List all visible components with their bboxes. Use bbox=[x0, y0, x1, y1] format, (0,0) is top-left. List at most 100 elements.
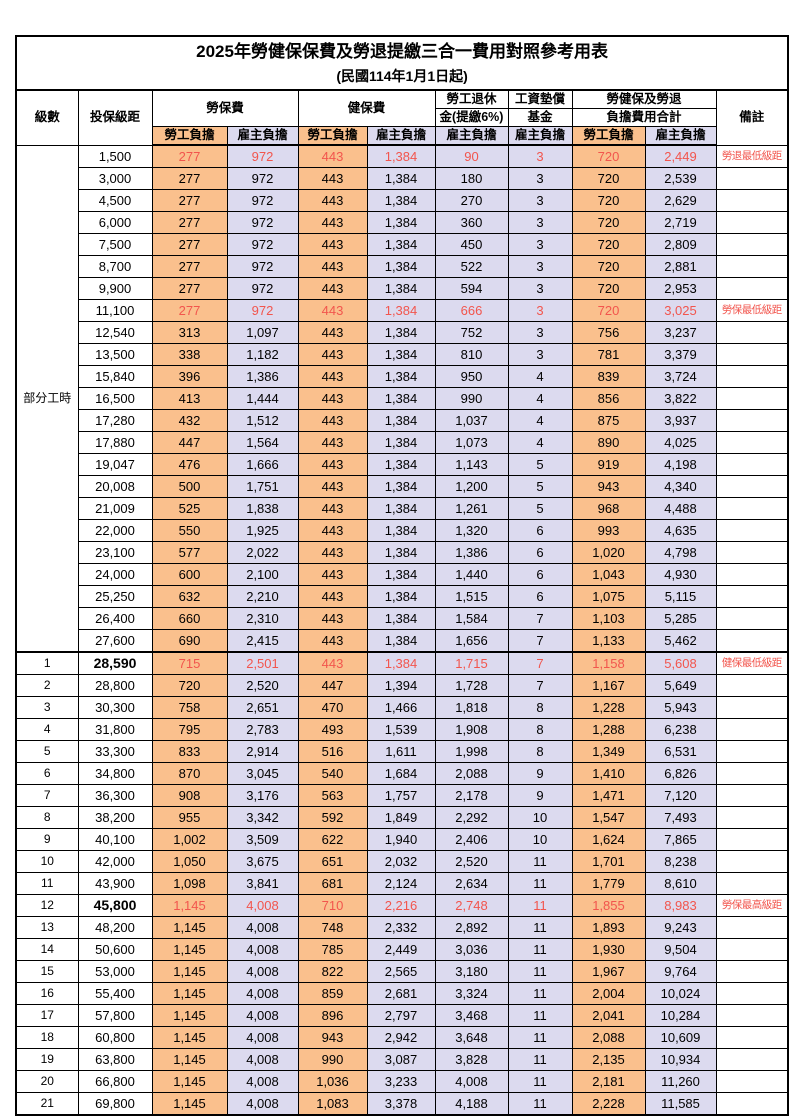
fee-cell: 1,145 bbox=[151, 960, 228, 983]
fee-cell: 7 bbox=[507, 607, 573, 630]
remark-cell bbox=[715, 960, 789, 983]
table-row: 20 66,800 1,145 4,008 1,036 3,233 4,008 11 2,181… bbox=[15, 1070, 789, 1093]
remark-cell bbox=[715, 872, 789, 895]
level-cell: 6 bbox=[15, 762, 79, 785]
remark-cell bbox=[715, 277, 789, 300]
fee-cell: 577 bbox=[151, 541, 228, 564]
bracket-cell: 19,047 bbox=[77, 453, 153, 476]
fee-cell: 4,008 bbox=[226, 1004, 299, 1027]
fee-cell: 875 bbox=[571, 409, 646, 432]
fee-cell: 5,649 bbox=[644, 674, 717, 697]
fee-cell: 3,342 bbox=[226, 806, 299, 829]
level-cell: 8 bbox=[15, 806, 79, 829]
fee-cell: 1,656 bbox=[434, 629, 509, 653]
fee-cell: 447 bbox=[297, 674, 368, 697]
fee-cell: 540 bbox=[297, 762, 368, 785]
fee-cell: 4 bbox=[507, 387, 573, 410]
header-wage-fund-employer: 雇主負擔 bbox=[507, 126, 573, 146]
fee-cell: 11,585 bbox=[644, 1092, 717, 1116]
fee-cell: 277 bbox=[151, 233, 228, 256]
title-cell: 2025年勞健保保費及勞退提繳三合一費用對照參考用表 (民國114年1月1日起) bbox=[15, 35, 789, 91]
table-row: 7 36,300 908 3,176 563 1,757 2,178 9 1,471 7,120 bbox=[15, 784, 789, 807]
fee-cell: 2,651 bbox=[226, 696, 299, 719]
fee-cell: 8 bbox=[507, 696, 573, 719]
fee-cell: 1,384 bbox=[366, 519, 436, 542]
fee-cell: 1,145 bbox=[151, 1070, 228, 1093]
fee-cell: 972 bbox=[226, 167, 299, 190]
table-row: 7,500 277 972 443 1,384 450 3 720 2,809 bbox=[16, 233, 789, 256]
fee-cell: 4,008 bbox=[226, 894, 299, 917]
remark-cell bbox=[715, 365, 789, 388]
fee-cell: 1,036 bbox=[297, 1070, 368, 1093]
remark-cell bbox=[715, 762, 789, 785]
fee-cell: 3,324 bbox=[434, 982, 509, 1005]
bracket-cell: 34,800 bbox=[77, 762, 153, 785]
fee-cell: 4 bbox=[507, 365, 573, 388]
bracket-cell: 66,800 bbox=[77, 1070, 153, 1093]
fee-cell: 10,284 bbox=[644, 1004, 717, 1027]
table-row: 11 43,900 1,098 3,841 681 2,124 2,634 11 1,779 8,… bbox=[15, 872, 789, 895]
header-row-1: 級數 投保級距 勞保費 健保費 勞工退休 工資墊償 勞健保及勞退 備註 bbox=[15, 89, 789, 146]
fee-cell: 856 bbox=[571, 387, 646, 410]
fee-cell: 1,818 bbox=[434, 696, 509, 719]
bracket-cell: 31,800 bbox=[77, 718, 153, 741]
fee-cell: 1,384 bbox=[366, 365, 436, 388]
fee-cell: 2,719 bbox=[644, 211, 717, 234]
fee-cell: 443 bbox=[297, 387, 368, 410]
fee-cell: 2,809 bbox=[644, 233, 717, 256]
fee-cell: 11 bbox=[507, 960, 573, 983]
fee-cell: 1,757 bbox=[366, 784, 436, 807]
fee-cell: 2,539 bbox=[644, 167, 717, 190]
fee-cell: 3,378 bbox=[366, 1092, 436, 1116]
sheet: 2025年勞健保保費及勞退提繳三合一費用對照參考用表 (民國114年1月1日起)… bbox=[15, 35, 790, 1116]
bracket-cell: 57,800 bbox=[77, 1004, 153, 1027]
remark-cell bbox=[715, 828, 789, 851]
fee-cell: 1,043 bbox=[571, 563, 646, 586]
fee-cell: 450 bbox=[434, 233, 509, 256]
bracket-cell: 69,800 bbox=[77, 1092, 153, 1116]
fee-cell: 180 bbox=[434, 167, 509, 190]
fee-cell: 11 bbox=[507, 938, 573, 961]
fee-cell: 622 bbox=[297, 828, 368, 851]
bracket-cell: 55,400 bbox=[77, 982, 153, 1005]
fee-cell: 3,180 bbox=[434, 960, 509, 983]
fee-cell: 972 bbox=[226, 233, 299, 256]
fee-cell: 1,384 bbox=[366, 277, 436, 300]
remark-cell: 勞保最高級距 bbox=[715, 894, 789, 917]
fee-cell: 1,893 bbox=[571, 916, 646, 939]
fee-cell: 5,462 bbox=[644, 629, 717, 653]
remark-cell bbox=[715, 387, 789, 410]
remark-cell bbox=[715, 938, 789, 961]
header-total-line1: 勞健保及勞退 bbox=[571, 89, 717, 109]
table-row: 3 30,300 758 2,651 470 1,466 1,818 8 1,228 5,943 bbox=[15, 696, 789, 719]
header-bracket: 投保級距 bbox=[77, 89, 153, 146]
fee-cell: 908 bbox=[151, 784, 228, 807]
table-row: 4 31,800 795 2,783 493 1,539 1,908 8 1,288 6,238 bbox=[15, 718, 789, 741]
remark-cell bbox=[715, 431, 789, 454]
fee-cell: 9 bbox=[507, 784, 573, 807]
remark-cell bbox=[715, 806, 789, 829]
fee-cell: 1,930 bbox=[571, 938, 646, 961]
fee-cell: 3 bbox=[507, 211, 573, 234]
fee-cell: 493 bbox=[297, 718, 368, 741]
bracket-cell: 45,800 bbox=[77, 894, 153, 917]
fee-cell: 1,050 bbox=[151, 850, 228, 873]
fee-cell: 476 bbox=[151, 453, 228, 476]
fee-cell: 720 bbox=[571, 189, 646, 212]
fee-cell: 10,934 bbox=[644, 1048, 717, 1071]
fee-cell: 1,386 bbox=[226, 365, 299, 388]
table-row: 9,900 277 972 443 1,384 594 3 720 2,953 bbox=[16, 277, 789, 300]
fee-cell: 651 bbox=[297, 850, 368, 873]
bracket-cell: 25,250 bbox=[77, 585, 153, 608]
fee-cell: 3,648 bbox=[434, 1026, 509, 1049]
fee-cell: 11 bbox=[507, 1048, 573, 1071]
fee-cell: 5,285 bbox=[644, 607, 717, 630]
bracket-cell: 28,800 bbox=[77, 674, 153, 697]
fee-cell: 1,143 bbox=[434, 453, 509, 476]
table-row: 12 45,800 1,145 4,008 710 2,216 2,748 11 1,855 8,… bbox=[15, 894, 789, 917]
fee-cell: 2,406 bbox=[434, 828, 509, 851]
fee-cell: 3,025 bbox=[644, 299, 717, 322]
remark-cell bbox=[715, 916, 789, 939]
bracket-cell: 33,300 bbox=[77, 740, 153, 763]
fee-cell: 4,198 bbox=[644, 453, 717, 476]
